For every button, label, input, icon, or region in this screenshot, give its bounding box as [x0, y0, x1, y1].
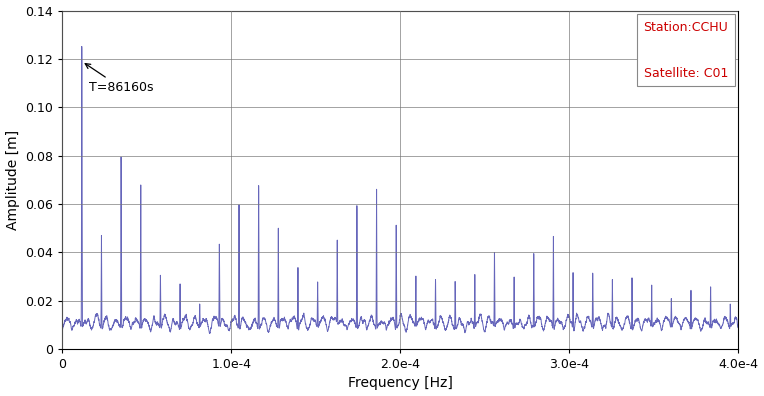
Text: T=86160s: T=86160s	[86, 64, 154, 94]
Y-axis label: Amplitude [m]: Amplitude [m]	[5, 129, 20, 230]
X-axis label: Frequency [Hz]: Frequency [Hz]	[348, 377, 453, 390]
Text: Station:CCHU

Satellite: C01: Station:CCHU Satellite: C01	[643, 21, 728, 80]
